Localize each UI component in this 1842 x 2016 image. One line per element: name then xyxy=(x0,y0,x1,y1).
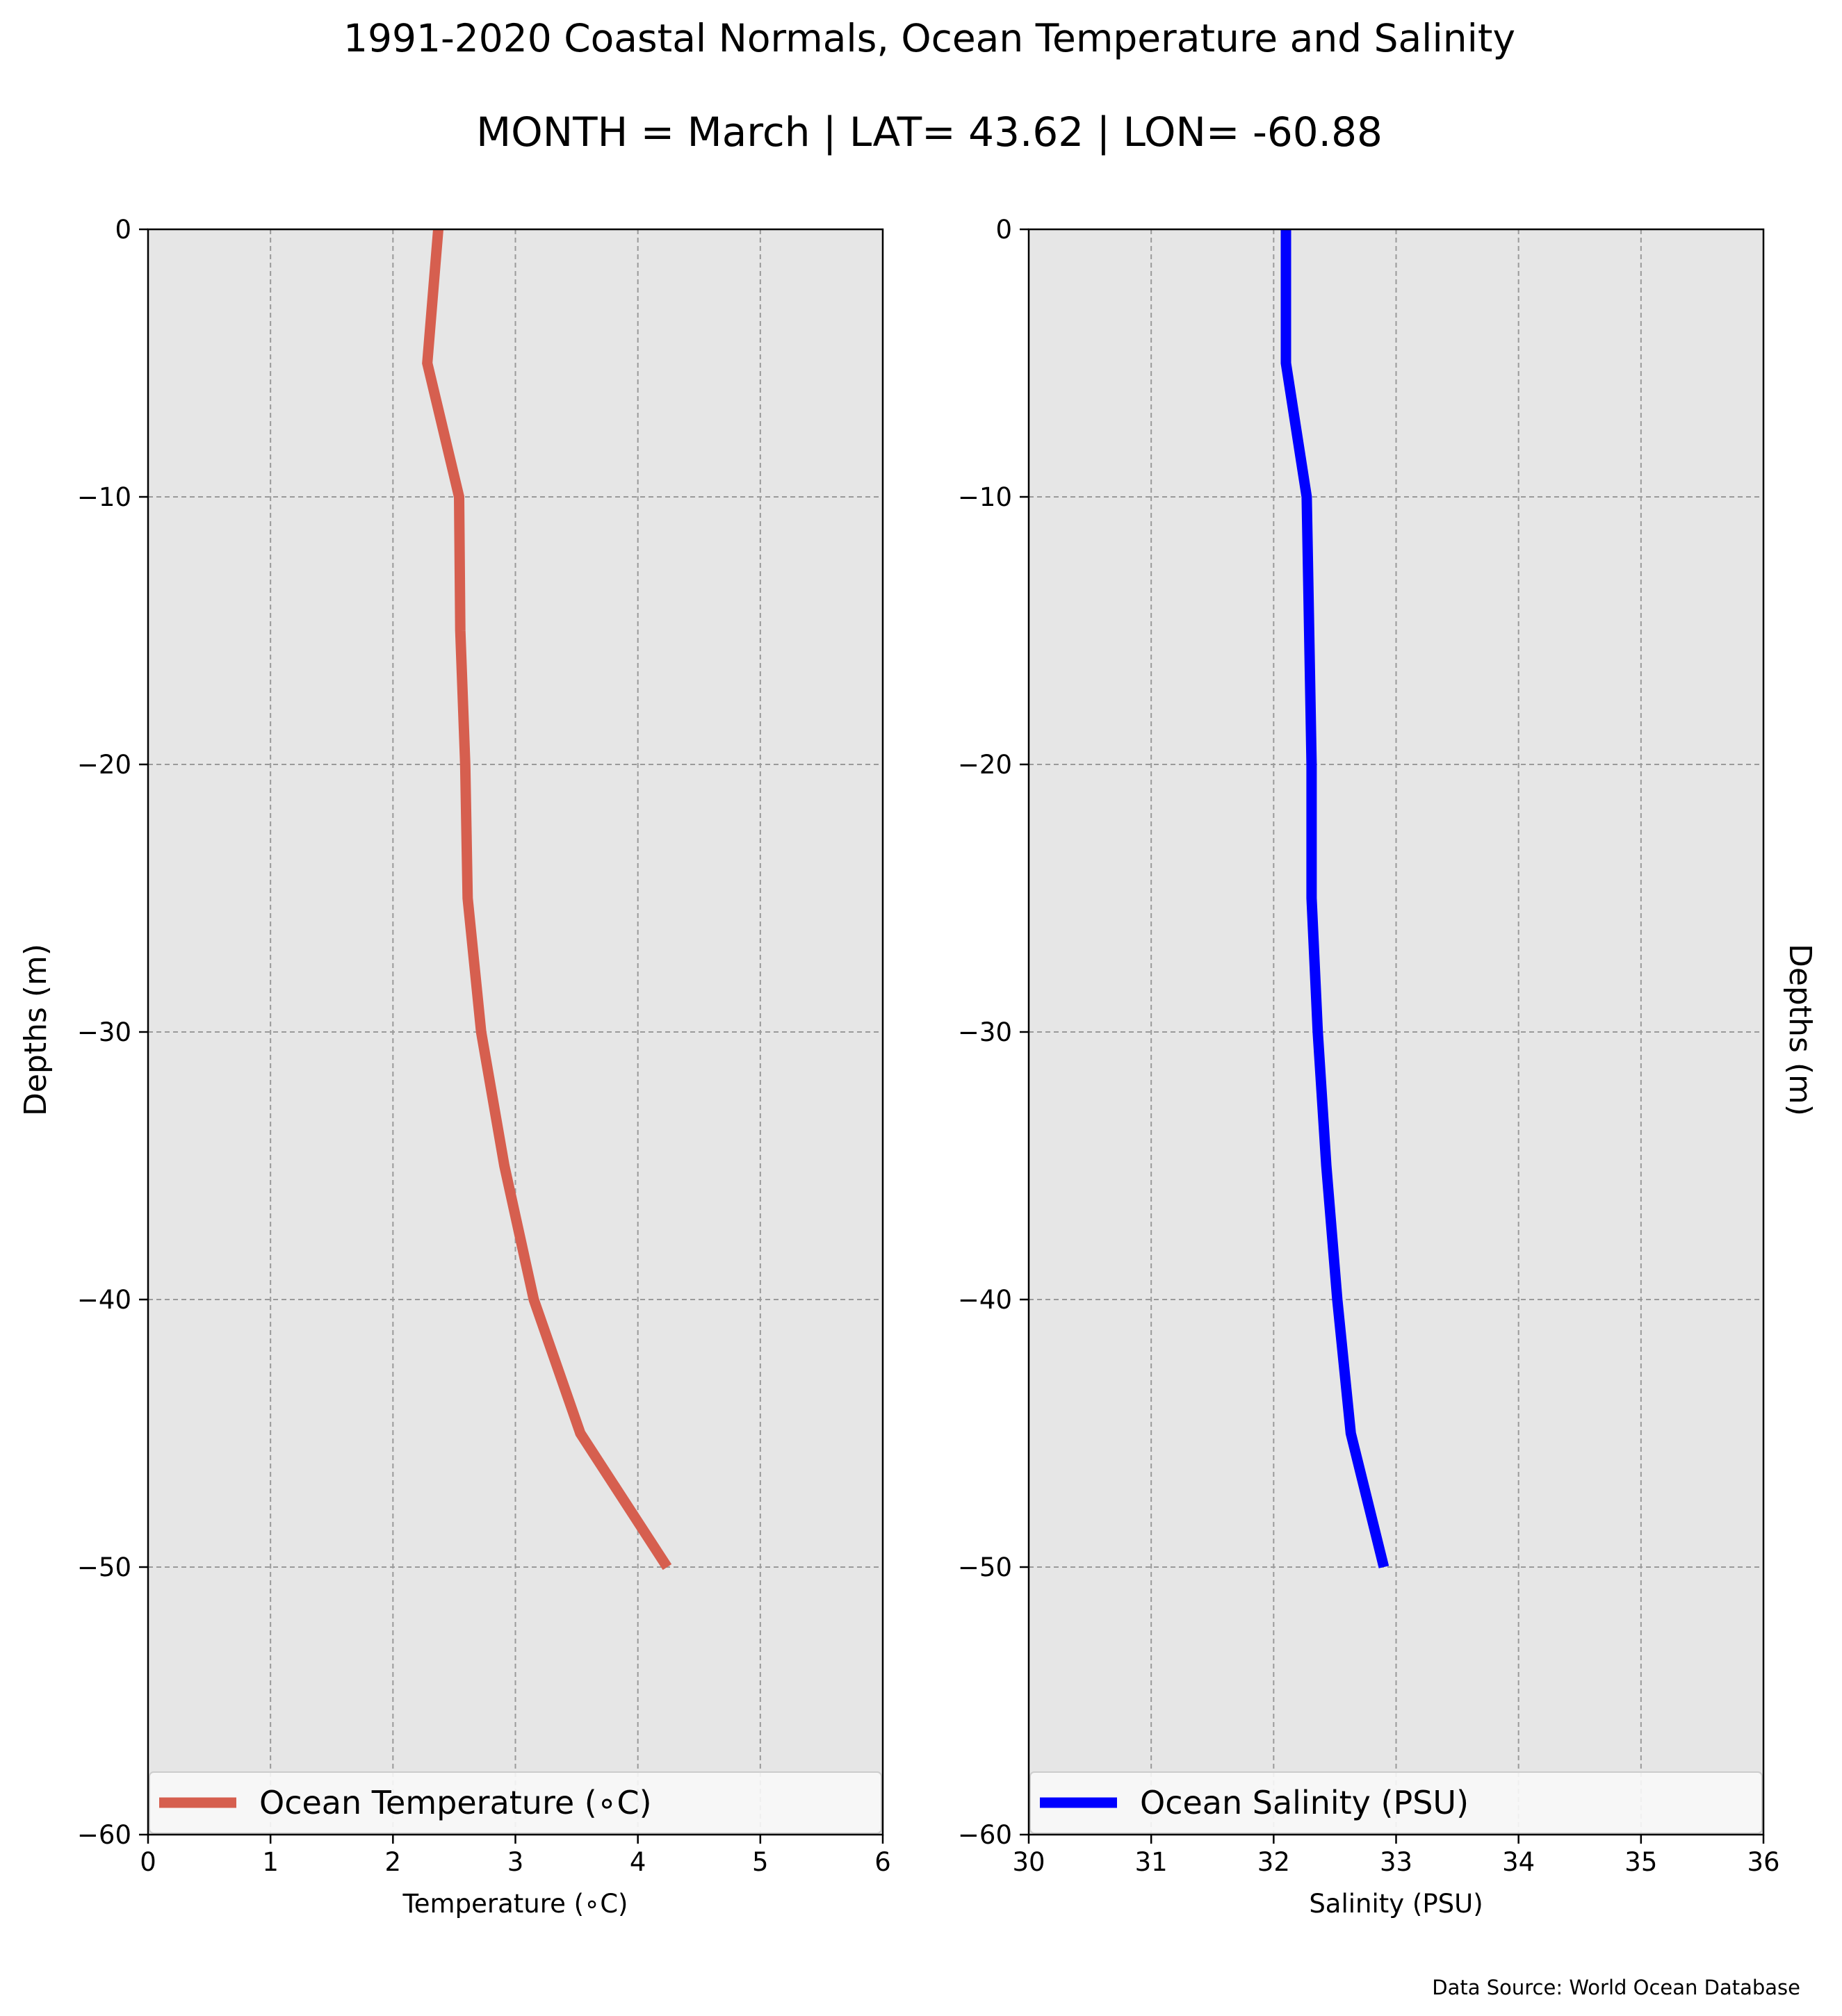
salinity-legend-label: Ocean Salinity (PSU) xyxy=(1140,1784,1469,1821)
salinity-x-tick-label: 30 xyxy=(1012,1847,1045,1877)
salinity-data-point xyxy=(1306,497,1307,498)
salinity-data-point xyxy=(1383,1567,1384,1568)
temperature-panel: Ocean Temperature (∘C) 0 1 2 3 4 5 6 0 −10 −20 −30 −… xyxy=(77,215,891,1919)
chart-title: 1991-2020 Coastal Normals, Ocean Tempera… xyxy=(343,16,1515,60)
temperature-x-tick-label: 1 xyxy=(262,1847,279,1877)
right-y-axis-label: Depths (m) xyxy=(1782,944,1818,1116)
temperature-x-tick-label: 4 xyxy=(630,1847,646,1877)
salinity-y-tick-label: −60 xyxy=(958,1820,1012,1850)
temperature-y-tick-label: −60 xyxy=(77,1820,131,1850)
temperature-data-point xyxy=(481,1032,482,1033)
salinity-data-point xyxy=(1309,630,1310,631)
salinity-panel: Ocean Salinity (PSU) 30 31 32 33 34 35 36 0 −10 −2… xyxy=(958,215,1780,1919)
temperature-data-point xyxy=(504,1165,505,1166)
chart-subtitle: MONTH = March | LAT= 43.62 | LON= -60.88 xyxy=(476,108,1383,156)
temperature-x-tick-label: 0 xyxy=(140,1847,156,1877)
salinity-y-tick-label: −20 xyxy=(958,750,1012,780)
salinity-y-tick-label: −10 xyxy=(958,482,1012,512)
salinity-x-tick-label: 34 xyxy=(1502,1847,1535,1877)
salinity-data-point xyxy=(1311,898,1312,899)
temperature-legend: Ocean Temperature (∘C) xyxy=(149,1771,882,1834)
salinity-x-tick-label: 31 xyxy=(1135,1847,1168,1877)
temperature-y-tick-label: 0 xyxy=(115,215,131,245)
salinity-legend-box xyxy=(1029,1771,1763,1834)
temperature-data-point xyxy=(467,898,468,899)
salinity-data-point xyxy=(1326,1165,1327,1166)
salinity-y-tick-label: −50 xyxy=(958,1552,1012,1582)
salinity-y-tick-label: −30 xyxy=(958,1017,1012,1047)
salinity-x-tick-label: 36 xyxy=(1747,1847,1779,1877)
salinity-data-point xyxy=(1311,764,1312,765)
temperature-y-tick-label: −10 xyxy=(77,482,131,512)
salinity-x-tick-label: 35 xyxy=(1624,1847,1657,1877)
temperature-y-tick-label: −50 xyxy=(77,1552,131,1582)
left-y-axis-label: Depths (m) xyxy=(18,944,54,1116)
salinity-series-line xyxy=(1280,229,1389,1568)
temperature-x-tick-label: 5 xyxy=(752,1847,769,1877)
temperature-data-point xyxy=(460,630,461,631)
data-source-note: Data Source: World Ocean Database xyxy=(1432,1976,1800,1999)
salinity-x-axis-label: Salinity (PSU) xyxy=(1309,1889,1483,1919)
salinity-y-tick-label: 0 xyxy=(995,215,1012,245)
temperature-x-axis-label: Temperature (∘C) xyxy=(402,1889,628,1919)
temperature-x-tick-label: 3 xyxy=(507,1847,524,1877)
temperature-series-line xyxy=(422,229,672,1571)
salinity-data-point xyxy=(1317,1032,1318,1033)
temperature-y-tick-label: −20 xyxy=(77,750,131,780)
temperature-y-tick-label: −30 xyxy=(77,1017,131,1047)
temperature-data-point xyxy=(465,764,466,765)
temperature-x-tick-label: 6 xyxy=(874,1847,891,1877)
salinity-legend: Ocean Salinity (PSU) xyxy=(1029,1771,1763,1834)
temperature-x-tick-label: 2 xyxy=(385,1847,402,1877)
salinity-y-tick-label: −40 xyxy=(958,1285,1012,1315)
temperature-y-tick-label: −40 xyxy=(77,1285,131,1315)
temperature-legend-label: Ocean Temperature (∘C) xyxy=(259,1784,652,1821)
temperature-legend-box xyxy=(149,1771,882,1834)
salinity-x-tick-label: 33 xyxy=(1380,1847,1412,1877)
salinity-x-tick-label: 32 xyxy=(1257,1847,1290,1877)
